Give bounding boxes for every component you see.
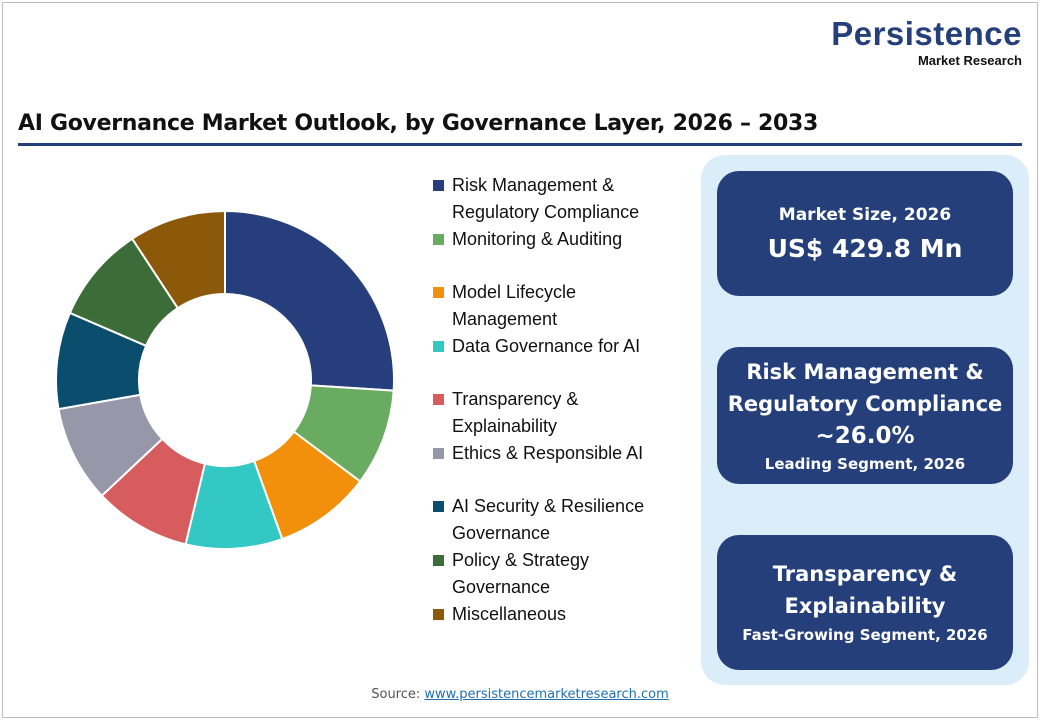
summary-panel: Market Size, 2026 US$ 429.8 Mn Risk Mana… [701,155,1029,685]
legend-swatch [433,287,444,298]
legend-label-line: Risk Management & [452,175,615,195]
legend-label-line: Policy & Strategy [452,550,590,570]
legend-swatch [433,341,444,352]
source-label: Source: [371,687,421,702]
legend-label: Miscellaneous [452,601,566,628]
legend-label-line: Transparency & [452,389,579,409]
legend-swatch [433,555,444,566]
fast-segment-label: Fast-Growing Segment, 2026 [742,625,988,644]
legend-label-line: Regulatory Compliance [452,202,640,222]
legend-label-line: Explainability [452,416,558,436]
leading-segment-name: Risk Management & [746,359,984,384]
legend-item: Policy & Strategy Governance [433,547,695,601]
legend-swatch [433,501,444,512]
legend-item: Transparency & Explainability [433,386,695,440]
legend-label-line: Data Governance for AI [452,336,641,356]
title-rule [18,143,1022,146]
legend-item: Ethics & Responsible AI [433,440,695,467]
legend-label: AI Security & Resilience Governance [452,493,644,547]
legend-gap [433,253,695,279]
market-size-card: Market Size, 2026 US$ 429.8 Mn [717,171,1013,296]
logo-subtitle: Market Research [917,53,1022,68]
legend-label-line: Management [452,309,558,329]
legend-swatch [433,448,444,459]
legend-swatch [433,609,444,620]
chart-title: AI Governance Market Outlook, by Governa… [18,111,819,136]
fast-segment-name-2: Explainability [784,593,946,618]
market-size-label: Market Size, 2026 [778,204,952,225]
legend-gap [433,467,695,493]
donut-slice-9 [130,209,226,310]
legend-label-line: AI Security & Resilience [452,496,645,516]
legend-label-line: Miscellaneous [452,604,567,624]
legend-label-line: Ethics & Responsible AI [452,443,644,463]
legend-label: Ethics & Responsible AI [452,440,643,467]
legend-swatch [433,234,444,245]
legend-item: AI Security & Resilience Governance [433,493,695,547]
fast-growing-card: Transparency & Explainability Fast-Growi… [717,535,1013,670]
legend-swatch [433,180,444,191]
leading-segment-card: Risk Management & Regulatory Compliance … [717,347,1013,484]
leading-segment-name-2: Regulatory Compliance [727,391,1003,416]
legend-label-line: Governance [452,523,551,543]
legend-label: Model Lifecycle Management [452,279,576,333]
legend-item: Monitoring & Auditing [433,226,695,253]
legend-label: Risk Management & Regulatory Compliance [452,172,639,226]
legend: Risk Management & Regulatory Compliance Mo… [433,172,695,628]
source-link[interactable]: www.persistencemarketresearch.com [424,687,669,702]
source: Source: www.persistencemarketresearch.co… [0,687,1040,703]
legend-label: Data Governance for AI [452,333,640,360]
legend-item: Risk Management & Regulatory Compliance [433,172,695,226]
legend-label: Policy & Strategy Governance [452,547,589,601]
logo: Persistence [831,15,1022,52]
legend-label-line: Monitoring & Auditing [452,229,623,249]
market-size-value: US$ 429.8 Mn [767,233,963,263]
donut-slice-1 [224,209,396,392]
legend-label-line: Governance [452,577,551,597]
legend-item: Data Governance for AI [433,333,695,360]
legend-label: Transparency & Explainability [452,386,578,440]
legend-item: Model Lifecycle Management [433,279,695,333]
legend-label-line: Model Lifecycle [452,282,577,302]
leading-segment-share: ~26.0% [815,422,915,449]
legend-swatch [433,394,444,405]
legend-label: Monitoring & Auditing [452,226,622,253]
legend-item: Miscellaneous [433,601,695,628]
leading-segment-label: Leading Segment, 2026 [764,454,966,473]
legend-gap [433,360,695,386]
donut-chart [55,209,396,550]
fast-segment-name: Transparency & [772,561,958,586]
